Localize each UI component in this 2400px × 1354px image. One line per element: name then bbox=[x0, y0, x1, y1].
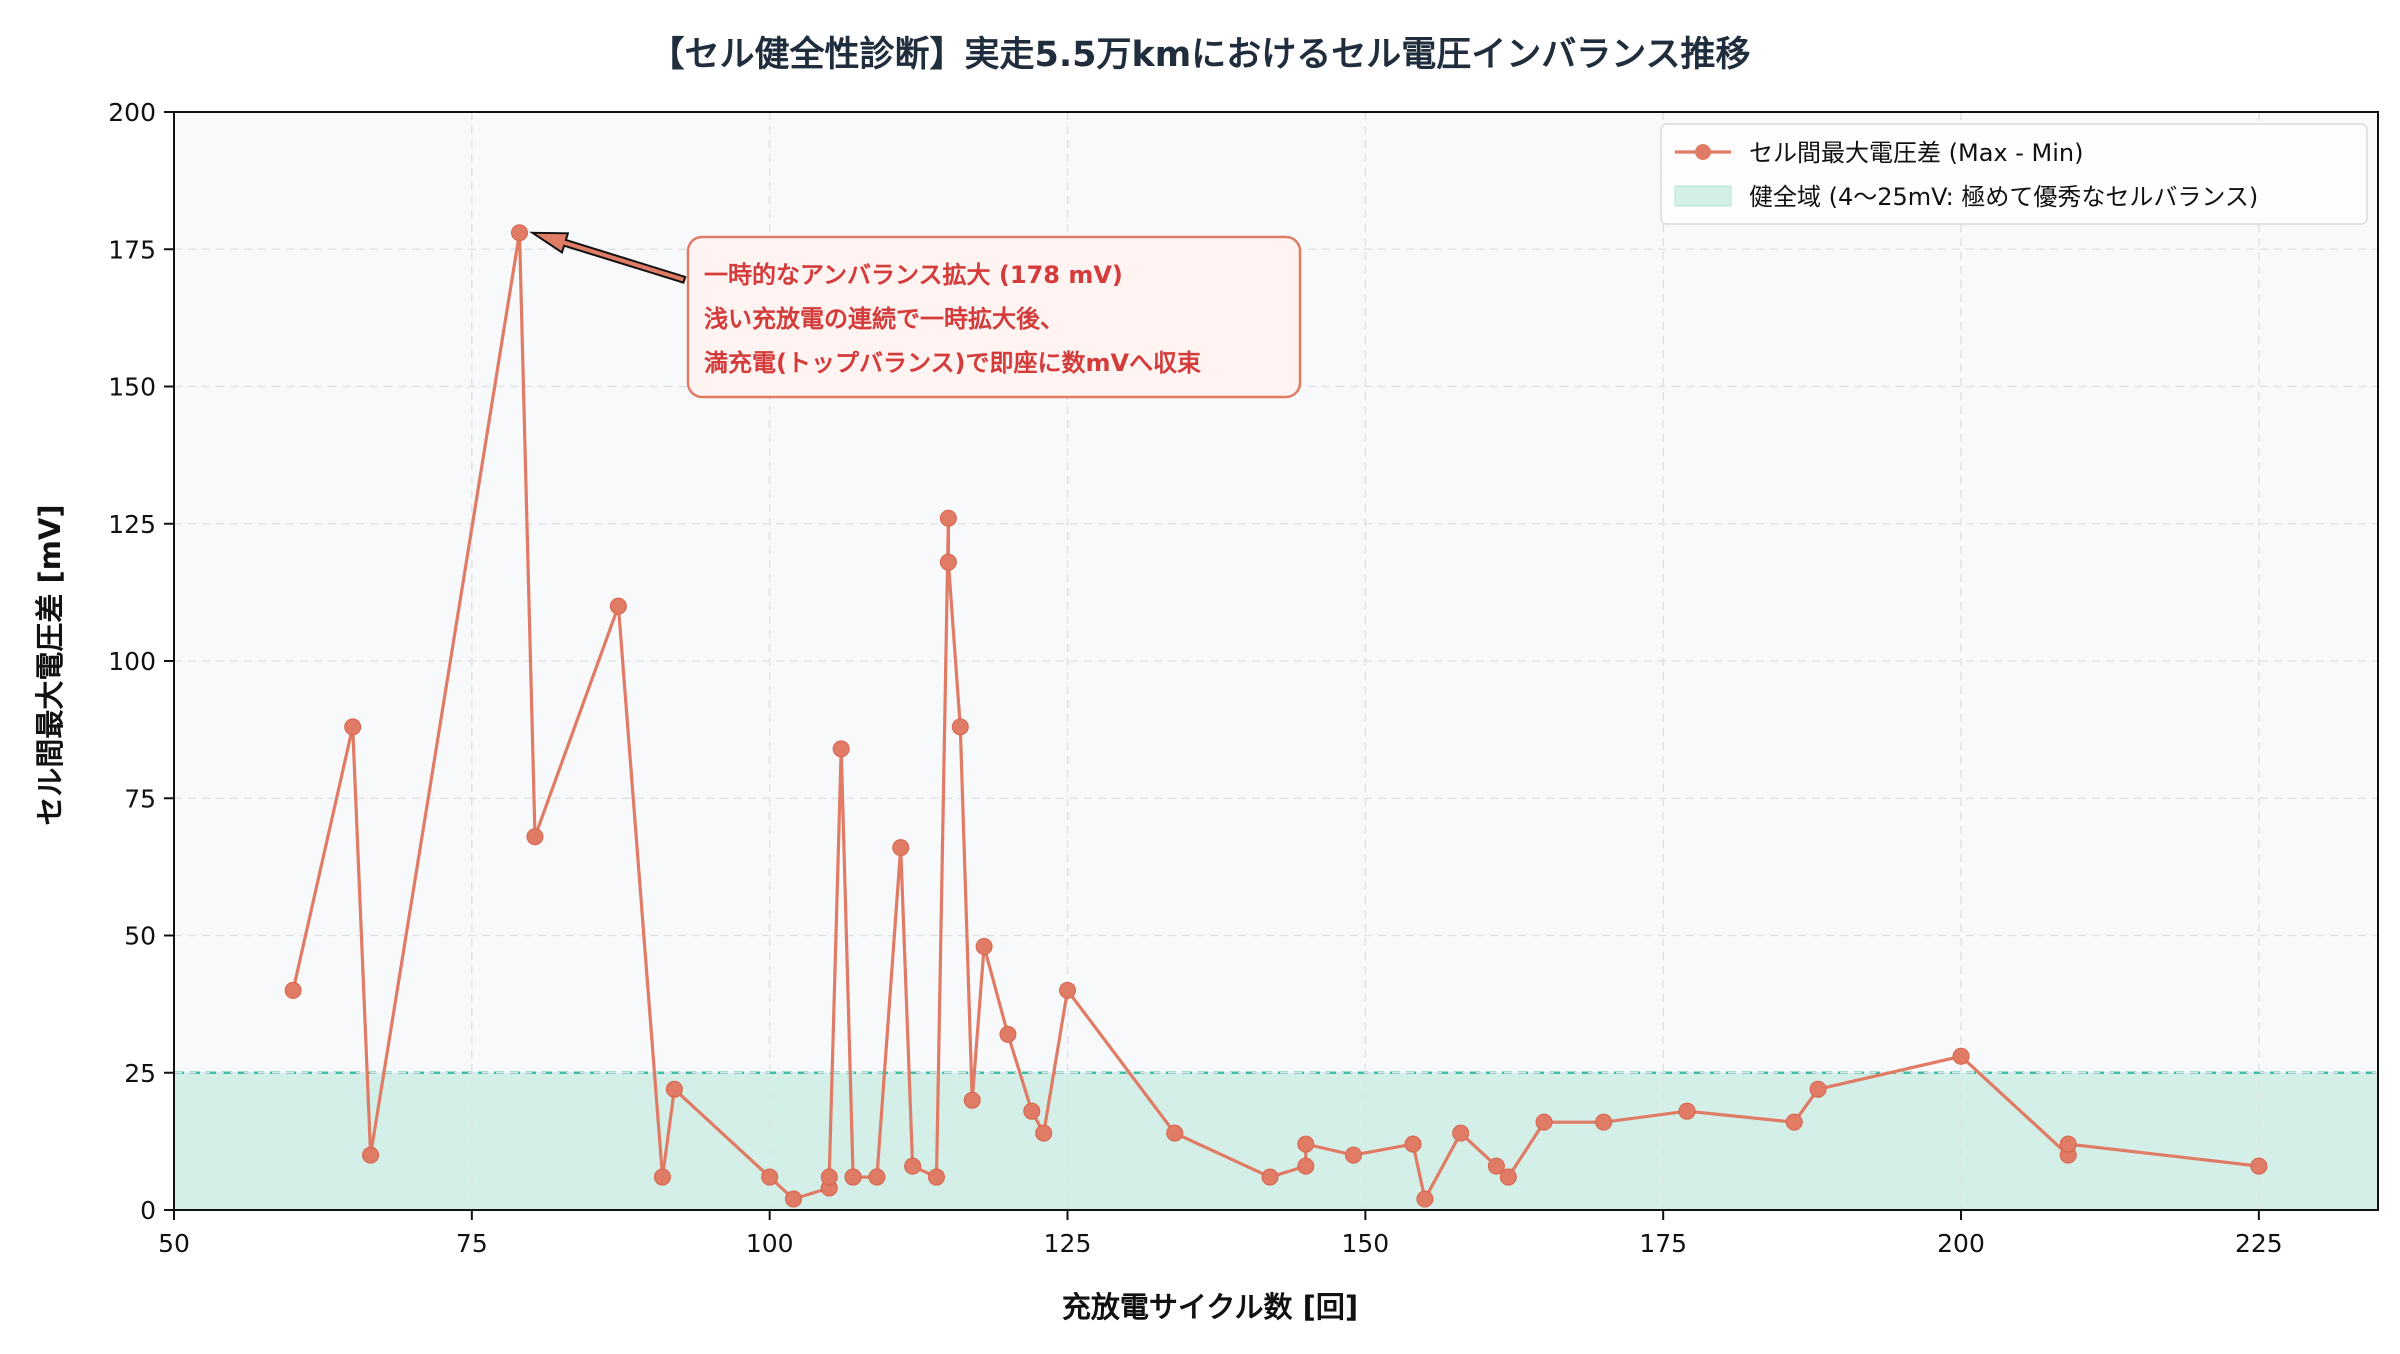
data-point bbox=[665, 1080, 683, 1098]
x-tick-label: 125 bbox=[1044, 1229, 1092, 1258]
data-point bbox=[1499, 1168, 1517, 1186]
data-point bbox=[1678, 1102, 1696, 1120]
data-point bbox=[844, 1168, 862, 1186]
y-tick-label: 25 bbox=[124, 1059, 156, 1088]
data-point bbox=[609, 597, 627, 615]
data-point bbox=[963, 1091, 981, 1109]
y-tick-label: 175 bbox=[108, 235, 156, 264]
data-point bbox=[761, 1168, 779, 1186]
x-tick-label: 100 bbox=[746, 1229, 794, 1258]
healthy-band bbox=[174, 1072, 2378, 1210]
data-point bbox=[1416, 1190, 1434, 1208]
data-point bbox=[1785, 1113, 1803, 1131]
y-axis-label: セル間最大電圧差 [mV] bbox=[33, 504, 67, 825]
annotation-text-line: 一時的なアンバランス拡大 (178 mV) bbox=[704, 261, 1123, 289]
data-point bbox=[1344, 1146, 1362, 1164]
x-tick-label: 175 bbox=[1639, 1229, 1687, 1258]
data-point bbox=[1297, 1157, 1315, 1175]
y-tick-label: 50 bbox=[124, 922, 156, 951]
legend-band-swatch bbox=[1674, 185, 1732, 207]
y-tick-label: 0 bbox=[140, 1196, 156, 1225]
x-tick-label: 150 bbox=[1341, 1229, 1389, 1258]
data-point bbox=[1035, 1124, 1053, 1142]
data-point bbox=[1059, 981, 1077, 999]
data-point bbox=[1404, 1135, 1422, 1153]
data-point bbox=[999, 1025, 1017, 1043]
y-tick-label: 75 bbox=[124, 784, 156, 813]
data-point bbox=[1452, 1124, 1470, 1142]
data-point bbox=[939, 509, 957, 527]
data-point bbox=[832, 740, 850, 758]
annotation-text-line: 満充電(トップバランス)で即座に数mVへ収束 bbox=[704, 349, 1202, 377]
annotation-text-line: 浅い充放電の連続で一時拡大後、 bbox=[704, 305, 1064, 333]
x-tick-label: 75 bbox=[456, 1229, 488, 1258]
axis-layer: 50 75 100 125 150 175 200 225 0 25 50 75 100 125 150 17… bbox=[108, 98, 2282, 1258]
data-point bbox=[892, 839, 910, 857]
data-point bbox=[2059, 1135, 2077, 1153]
data-point bbox=[868, 1168, 886, 1186]
data-point bbox=[284, 981, 302, 999]
data-point bbox=[1487, 1157, 1505, 1175]
legend-series-swatch-marker bbox=[1695, 144, 1711, 160]
y-tick-label: 200 bbox=[108, 98, 156, 127]
data-point bbox=[951, 718, 969, 736]
x-tick-label: 50 bbox=[158, 1229, 190, 1258]
series-layer bbox=[284, 224, 2268, 1208]
data-point bbox=[1595, 1113, 1613, 1131]
x-tick-label: 225 bbox=[2235, 1229, 2283, 1258]
x-axis-label: 充放電サイクル数 [回] bbox=[1062, 1290, 1358, 1324]
data-point bbox=[1809, 1080, 1827, 1098]
data-point bbox=[939, 553, 957, 571]
data-point bbox=[904, 1157, 922, 1175]
legend-band-label: 健全域 (4〜25mV: 極めて優秀なセルバランス) bbox=[1749, 183, 2258, 211]
annotation-layer: 一時的なアンバランス拡大 (178 mV) 浅い充放電の連続で一時拡大後、満充電(… bbox=[529, 231, 1302, 399]
data-point bbox=[1166, 1124, 1184, 1142]
data-point bbox=[2250, 1157, 2268, 1175]
data-point bbox=[1535, 1113, 1553, 1131]
x-tick-label: 200 bbox=[1937, 1229, 1985, 1258]
data-point bbox=[653, 1168, 671, 1186]
data-point bbox=[526, 828, 544, 846]
chart-title: 【セル健全性診断】実走5.5万kmにおけるセル電圧インバランス推移 bbox=[649, 34, 1750, 75]
annotation-arrow bbox=[529, 231, 687, 284]
data-point bbox=[1297, 1135, 1315, 1153]
data-point bbox=[785, 1190, 803, 1208]
healthy-band-layer bbox=[174, 1071, 2378, 1210]
data-point bbox=[510, 224, 528, 242]
legend-series-label: セル間最大電圧差 (Max - Min) bbox=[1749, 139, 2083, 167]
legend: セル間最大電圧差 (Max - Min) 健全域 (4〜25mV: 極めて優秀なセ… bbox=[1660, 123, 2368, 225]
annotation-box bbox=[686, 235, 1302, 399]
data-point bbox=[1261, 1168, 1279, 1186]
data-point bbox=[1952, 1047, 1970, 1065]
data-point bbox=[927, 1168, 945, 1186]
data-point bbox=[820, 1168, 838, 1186]
y-tick-label: 100 bbox=[108, 647, 156, 676]
y-tick-label: 125 bbox=[108, 510, 156, 539]
y-tick-label: 150 bbox=[108, 373, 156, 402]
series-line bbox=[291, 231, 2260, 1201]
data-point bbox=[344, 718, 362, 736]
data-point bbox=[1023, 1102, 1041, 1120]
data-point bbox=[975, 937, 993, 955]
data-point bbox=[362, 1146, 380, 1164]
legend-box bbox=[1660, 123, 2368, 225]
